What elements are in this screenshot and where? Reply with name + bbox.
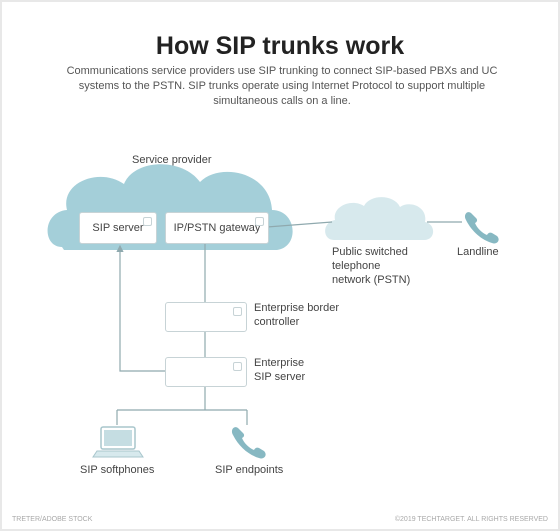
server-led-icon (143, 217, 152, 226)
gateway-label: IP/PSTN gateway (174, 222, 261, 234)
label-service-provider: Service provider (132, 154, 211, 168)
footer-left: TRETER/ADOBE STOCK (12, 516, 92, 523)
diagram-title: How SIP trunks work (2, 32, 558, 61)
label-landline: Landline (457, 246, 499, 260)
server-led-icon (255, 217, 264, 226)
landline-phone-icon (465, 212, 499, 243)
ebc-node (165, 302, 247, 332)
ip-pstn-gateway-node: IP/PSTN gateway (165, 212, 269, 244)
sip-server-label: SIP server (92, 222, 143, 234)
label-esip: Enterprise SIP server (254, 357, 305, 385)
label-softphones: SIP softphones (80, 464, 154, 478)
label-ebc: Enterprise border controller (254, 302, 339, 330)
server-led-icon (233, 362, 242, 371)
pstn-cloud-icon (325, 197, 433, 240)
footer: TRETER/ADOBE STOCK ©2019 TECHTARGET. ALL… (12, 516, 548, 523)
endpoint-phone-icon (232, 427, 266, 458)
label-endpoints: SIP endpoints (215, 464, 283, 478)
link-gateway-pstn (267, 222, 332, 227)
sip-server-node: SIP server (79, 212, 157, 244)
diagram-subtitle: Communications service providers use SIP… (52, 64, 512, 109)
footer-right: ©2019 TECHTARGET. ALL RIGHTS RESERVED (395, 516, 548, 523)
link-return-arrow (120, 246, 165, 371)
laptop-icon (93, 427, 143, 457)
label-pstn: Public switched telephone network (PSTN) (332, 246, 410, 287)
diagram-canvas: How SIP trunks work Communications servi… (0, 0, 560, 531)
server-led-icon (233, 307, 242, 316)
esip-node (165, 357, 247, 387)
